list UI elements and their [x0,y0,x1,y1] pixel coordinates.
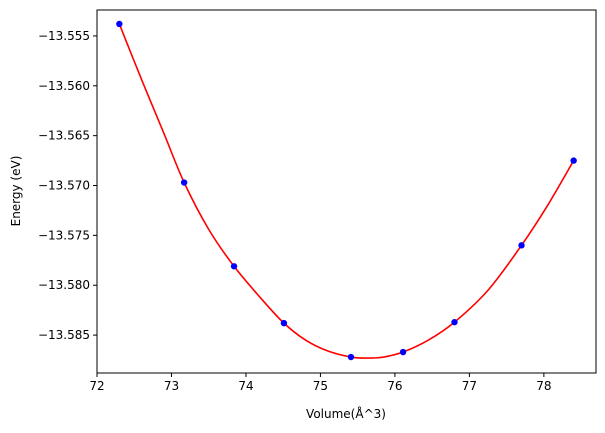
x-tick-label: 75 [313,379,328,393]
data-point [180,179,188,186]
y-tick-label: −13.565 [38,129,90,143]
data-point [570,157,577,164]
data-point [399,348,407,356]
x-tick-label: 78 [536,379,551,393]
y-tick-label: −13.585 [38,328,90,342]
x-tick-label: 73 [164,379,179,393]
x-axis-label: Volume(Å^3) [306,406,386,421]
y-tick-label: −13.555 [38,29,90,43]
plot-frame [96,9,597,374]
x-axis: 72 73 74 75 76 77 78 [89,373,552,393]
data-point [518,242,525,249]
x-tick-label: 74 [238,379,253,393]
x-tick-label: 76 [387,379,402,393]
x-tick-label: 72 [89,379,104,393]
y-tick-label: −13.580 [38,278,90,292]
data-point [280,319,288,327]
data-point [230,263,238,270]
x-tick-label: 77 [462,379,477,393]
y-tick-label: −13.570 [38,179,90,193]
data-point [451,318,458,326]
data-point [347,353,355,361]
fit-curve [118,23,575,359]
y-axis-label: Energy (eV) [9,156,23,227]
plot-layer [116,20,577,361]
y-tick-label: −13.575 [38,228,90,242]
y-tick-label: −13.560 [38,79,90,93]
y-axis: −13.555 −13.560 −13.565 −13.570 −13.575 −13.5… [38,29,97,342]
data-point [116,20,123,28]
